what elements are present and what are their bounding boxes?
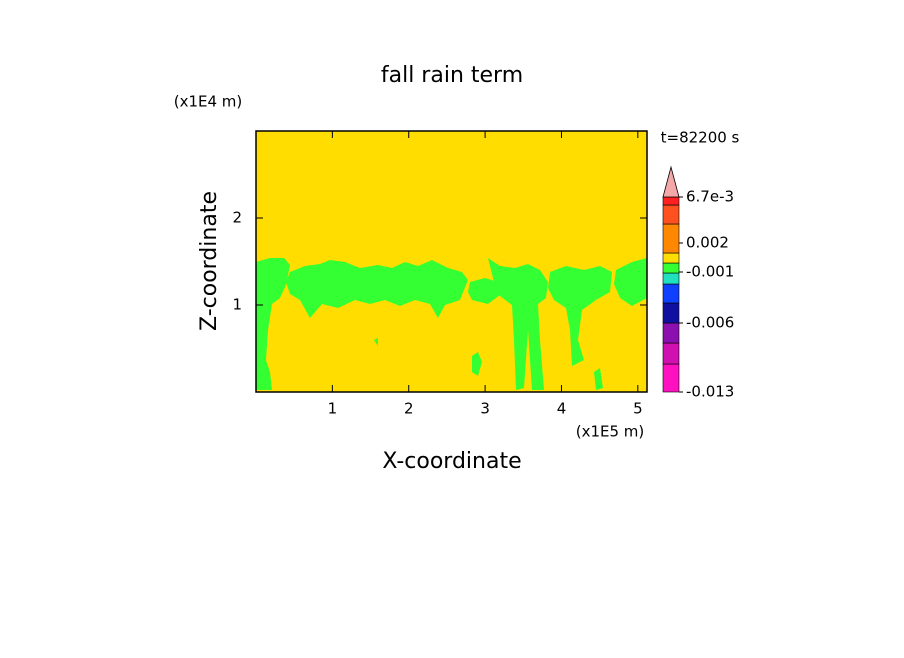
colorbar-label: 6.7e-3 <box>686 188 734 206</box>
time-label: t=82200 s <box>661 129 740 147</box>
plot-frame <box>255 130 648 393</box>
x-tick-label: 1 <box>328 400 338 418</box>
field-background <box>256 131 647 392</box>
colorbar-segment <box>662 223 680 254</box>
colorbar-segment <box>662 283 680 304</box>
colorbar-segment <box>662 342 680 365</box>
colorbar-segment <box>662 196 680 206</box>
y-unit: (x1E4 m) <box>174 93 243 111</box>
chart-title: fall rain term <box>381 63 523 88</box>
y-axis-label: Z-coordinate <box>197 191 222 331</box>
colorbar-label: 0.002 <box>686 234 729 252</box>
x-tick-label: 3 <box>480 400 490 418</box>
colorbar-segment <box>662 204 680 225</box>
colorbar-label: -0.006 <box>686 314 734 332</box>
y-tick-label: 1 <box>232 296 242 314</box>
colorbar-segment <box>662 363 680 393</box>
x-unit: (x1E5 m) <box>576 423 645 441</box>
x-tick-label: 4 <box>557 400 567 418</box>
colorbar-segment <box>662 252 680 264</box>
colorbar-label: -0.001 <box>686 263 734 281</box>
colorbar-extension <box>662 165 680 198</box>
contour-regions <box>256 258 647 390</box>
x-tick-label: 5 <box>633 400 643 418</box>
colorbar-label: -0.013 <box>686 383 734 401</box>
colorbar-segment <box>662 272 680 285</box>
colorbar-segment <box>662 302 680 324</box>
x-tick-label: 2 <box>404 400 414 418</box>
x-axis-label: X-coordinate <box>382 449 521 474</box>
colorbar-segment <box>662 322 680 344</box>
colorbar-segment <box>662 262 680 274</box>
y-tick-label: 2 <box>232 209 242 227</box>
